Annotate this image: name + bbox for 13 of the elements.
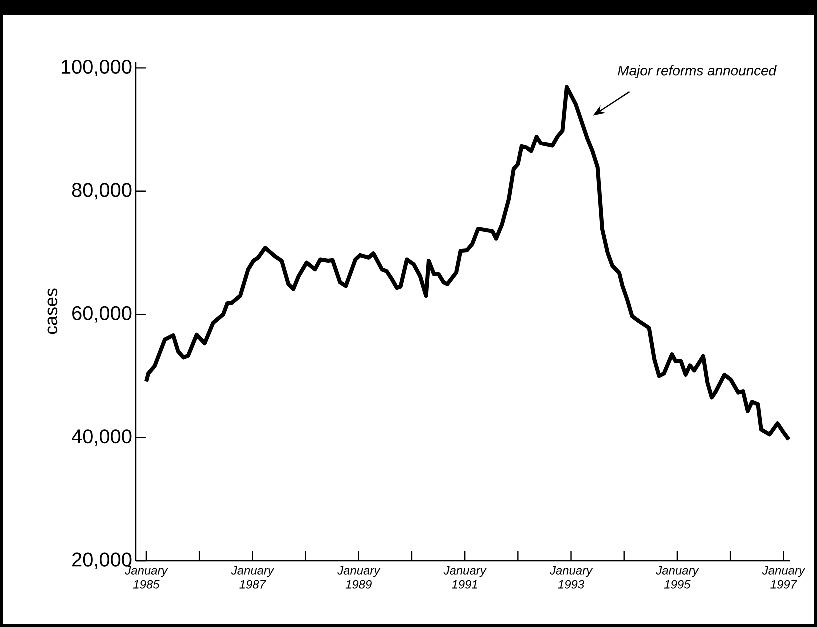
x-tick-label: January 1993: [550, 566, 594, 589]
y-tick-label: 80,000: [72, 183, 132, 200]
x-tick-label: January 1987: [231, 566, 275, 589]
y-axis-title: cases: [48, 288, 58, 334]
y-tick-label: 60,000: [72, 306, 132, 323]
x-tick-label: January 1997: [762, 566, 806, 589]
x-tick-label: January 1995: [656, 566, 700, 589]
line-series: [144, 85, 791, 442]
x-tick-label: January 1991: [444, 566, 487, 589]
annotation: Major reforms announced: [618, 65, 777, 78]
y-tick-label: 40,000: [72, 430, 132, 446]
y-tick-label: 100,000: [62, 60, 132, 76]
x-tick-label: January 1989: [338, 566, 381, 589]
